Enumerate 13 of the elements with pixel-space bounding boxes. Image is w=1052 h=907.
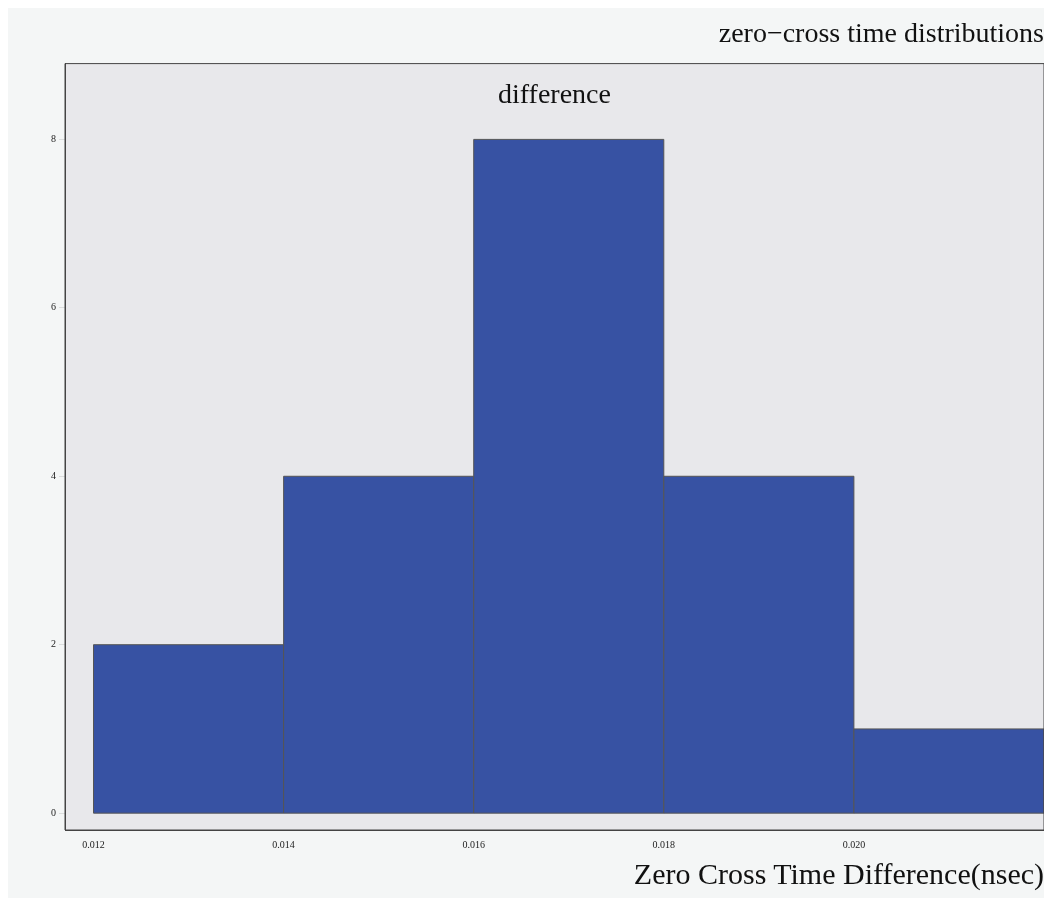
x-tick-label: 0.014: [272, 838, 295, 850]
x-tick-label: 0.016: [462, 838, 485, 850]
annotation: difference: [498, 77, 611, 109]
y-tick-label: 6: [51, 301, 56, 313]
x-tick-label: 0.012: [82, 838, 105, 850]
y-tick-label: 8: [51, 133, 56, 145]
y-tick-label: 4: [51, 469, 56, 481]
x-axis-title: Zero Cross Time Difference(nsec): [633, 856, 1044, 891]
y-tick-label: 0: [51, 806, 56, 818]
x-tick-label: 0.018: [652, 838, 676, 850]
chart-title: zero−cross time distributions: [718, 17, 1044, 49]
x-tick-label: 0.020: [842, 838, 866, 850]
y-tick-label: 2: [51, 638, 56, 650]
